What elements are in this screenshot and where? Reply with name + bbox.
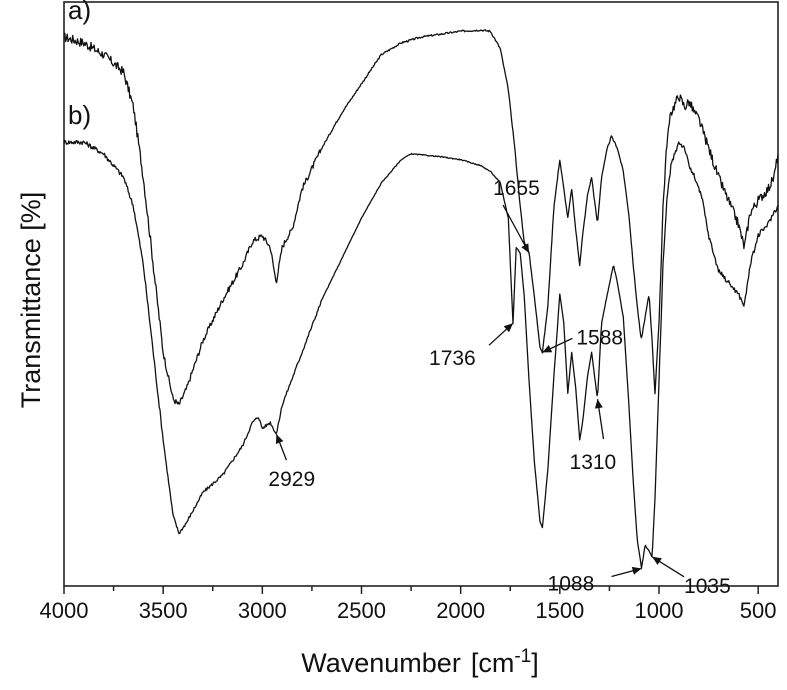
y-axis-title: Transmittance [%]: [16, 192, 46, 409]
peak-label-1736: 1736: [429, 347, 476, 370]
spectra: [63, 29, 779, 569]
x-axis-ticks: 4000 3500 3000 2500 2000 1500 1000 500: [40, 586, 777, 623]
x-tick-label-500: 500: [740, 598, 777, 623]
arrowhead-1588: [542, 345, 553, 353]
series-b-line: [63, 139, 779, 569]
arrowhead-1035: [652, 556, 662, 565]
plot-frame: [63, 1, 779, 587]
x-tick-label-2000: 2000: [436, 598, 485, 623]
series-a-label: a): [68, 0, 91, 25]
x-tick-label-3500: 3500: [139, 598, 188, 623]
x-axis-title: Wavenumber [cm-1]: [301, 646, 538, 679]
x-axis-title-unit: [cm: [471, 648, 515, 678]
x-tick-label-3000: 3000: [238, 598, 287, 623]
peak-label-1088: 1088: [548, 572, 595, 595]
x-tick-label-4000: 4000: [40, 598, 89, 623]
series-b-label: b): [68, 100, 91, 130]
peak-label-1310: 1310: [570, 451, 617, 474]
series-labels: a) b): [68, 0, 91, 130]
x-axis-title-sup: -1: [514, 646, 531, 667]
arrowhead-1088: [631, 566, 642, 575]
x-tick-label-1000: 1000: [635, 598, 684, 623]
peak-label-1035: 1035: [684, 575, 731, 598]
x-tick-label-1500: 1500: [535, 598, 584, 623]
arrowhead-2929: [275, 434, 284, 444]
arrowhead-1655: [521, 243, 530, 254]
arrowhead-1736: [503, 323, 513, 333]
x-axis-title-end: ]: [531, 648, 539, 678]
x-tick-label-2500: 2500: [337, 598, 386, 623]
x-axis-title-main: Wavenumber: [301, 648, 461, 678]
arrow-1655: [502, 204, 530, 254]
peak-label-2929: 2929: [268, 468, 315, 491]
peak-label-1588: 1588: [576, 326, 623, 349]
arrowhead-1310: [594, 399, 603, 409]
series-a-line: [63, 29, 779, 405]
peak-label-1655: 1655: [493, 177, 540, 200]
peak-annotations: 1655 1588 1736 2929 1310 1088 1035: [268, 177, 730, 598]
